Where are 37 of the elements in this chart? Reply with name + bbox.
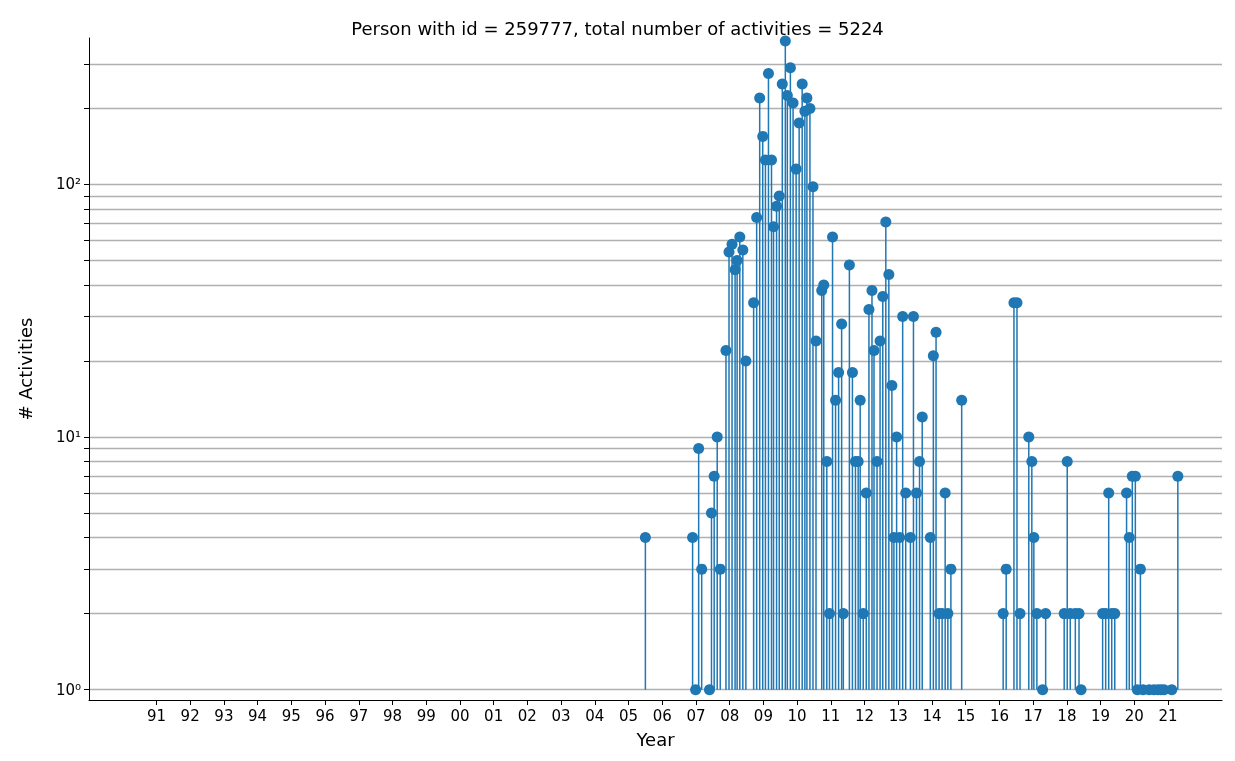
x-tick-label: 92 [180, 706, 200, 725]
x-tick-label: 01 [484, 706, 504, 725]
x-tick-label: 19 [1091, 706, 1111, 725]
x-tick-label: 04 [585, 706, 605, 725]
x-tick-label: 03 [551, 706, 571, 725]
x-tick-label: 91 [146, 706, 166, 725]
x-tick-label: 00 [450, 706, 470, 725]
x-tick-label: 12 [855, 706, 875, 725]
x-tick-label: 18 [1057, 706, 1077, 725]
x-tick-label: 96 [315, 706, 335, 725]
x-tick-label: 97 [349, 706, 369, 725]
x-tick-label: 13 [888, 706, 908, 725]
x-tick-label: 09 [753, 706, 773, 725]
x-tick-label: 17 [1023, 706, 1043, 725]
y-axis-title: # Activities [14, 317, 36, 421]
x-tick-label: 21 [1158, 706, 1178, 725]
x-tick-label: 98 [382, 706, 403, 725]
x-tick-label: 20 [1124, 706, 1144, 725]
x-tick-label: 15 [956, 706, 976, 725]
x-tick-label: 14 [922, 706, 942, 725]
x-tick-label: 93 [214, 706, 234, 725]
x-tick-label: 02 [517, 706, 537, 725]
chart-title: Person with id = 259777, total number of activities = 5224 [351, 17, 884, 39]
x-tick-label: 06 [652, 706, 672, 725]
x-tick-label: 99 [416, 706, 436, 725]
x-tick-label: 95 [281, 706, 301, 725]
x-tick-label: 08 [720, 706, 740, 725]
y-tick-label: 10² [55, 175, 81, 194]
x-tick-label: 05 [618, 706, 639, 725]
x-tick-label: 16 [989, 706, 1009, 725]
x-axis-title: Year [635, 728, 676, 750]
y-tick-label: 10⁰ [55, 680, 81, 699]
y-tick-label: 10¹ [55, 428, 81, 447]
x-tick-label: 11 [821, 706, 841, 725]
x-tick-label: 94 [248, 706, 268, 725]
x-tick-label: 10 [787, 706, 807, 725]
x-tick-label: 07 [686, 706, 706, 725]
